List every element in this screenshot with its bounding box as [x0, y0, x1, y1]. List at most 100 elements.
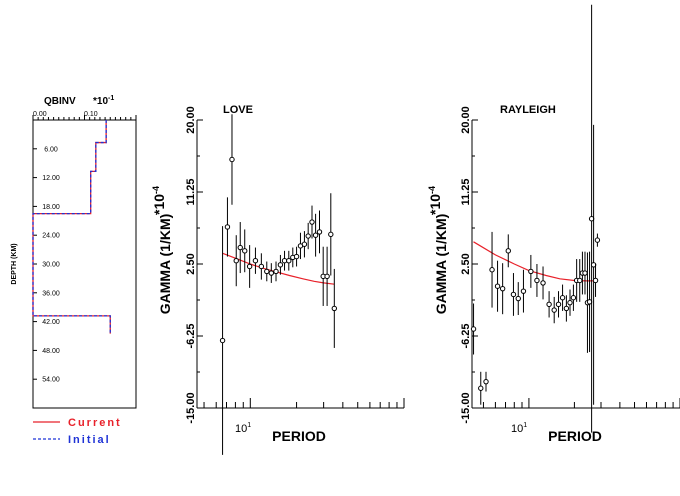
qbinv-ylabel: DEPTH (KM) — [11, 243, 18, 284]
rayleigh-data-point — [510, 291, 517, 298]
love-data-point — [305, 233, 311, 239]
love-xtick-label: 101 — [235, 422, 251, 435]
love-data-point — [224, 224, 231, 230]
qbinv-lines — [32, 120, 111, 334]
rayleigh-axes: -15.00 -6.25 2.50 11.25 20.00 — [460, 106, 680, 424]
love-ylabel: GAMMA (1/KM) — [157, 214, 173, 315]
rayleigh-data-point — [499, 285, 506, 292]
love-model — [222, 252, 335, 285]
rayleigh-data-point — [577, 277, 583, 284]
qbinv-ytick-label: 18.00 — [42, 204, 60, 211]
love-title: LOVE — [223, 104, 253, 116]
love-data-point — [324, 273, 330, 280]
rayleigh-data-point — [546, 301, 552, 308]
qbinv-title: QBINV — [44, 96, 76, 107]
rayleigh-data-point — [483, 378, 489, 385]
legend-initial-label: Initial — [68, 434, 111, 446]
love-data-point — [233, 258, 239, 264]
qbinv-ytick-label: 42.00 — [42, 319, 60, 326]
love-data-point — [242, 248, 248, 254]
rayleigh-data-point — [489, 267, 495, 273]
love-data-point — [277, 262, 284, 268]
love-data-point — [237, 244, 243, 251]
rayleigh-data-point — [515, 295, 521, 302]
qbinv-ytick-label: 36.00 — [42, 290, 60, 297]
rayleigh-ytick-label: -15.00 — [460, 392, 472, 423]
rayleigh-data-point — [563, 305, 570, 312]
rayleigh-data-point — [478, 385, 484, 391]
love-panel: LOVE -15.00 -6.25 2.50 11.25 20.00 GAMMA (1/… — [151, 104, 405, 455]
love-data-point — [293, 253, 300, 260]
rayleigh-xlabel: PERIOD — [548, 428, 602, 444]
rayleigh-data-point — [534, 277, 540, 284]
love-data-point — [229, 156, 235, 163]
qbinv-xtick-1: 0.10 — [84, 111, 98, 118]
rayleigh-data-point — [594, 237, 601, 243]
rayleigh-xtick-label: 101 — [511, 422, 527, 435]
love-data-point — [246, 263, 253, 270]
rayleigh-data-point — [520, 288, 527, 294]
qbinv-xticks — [32, 115, 137, 120]
legend-current-label: Current — [68, 417, 122, 429]
rayleigh-data-point — [540, 280, 546, 286]
love-data-point — [273, 268, 279, 275]
qbinv-ytick-label: 12.00 — [42, 175, 60, 182]
love-ytick-label: 2.50 — [185, 253, 197, 274]
love-data-point — [286, 258, 292, 264]
rayleigh-ytick-label: 20.00 — [460, 106, 472, 134]
rayleigh-data-point — [551, 307, 557, 313]
rayleigh-data-point — [570, 295, 577, 301]
qbinv-ytick-label: 30.00 — [42, 262, 60, 269]
love-data-point — [312, 232, 319, 238]
rayleigh-panel: RAYLEIGH -15.00 -6.25 2.50 11.25 20.00 GAMMA… — [427, 4, 680, 444]
rayleigh-data-point — [494, 283, 501, 289]
qbinv-ytick-label: 48.00 — [42, 348, 60, 355]
rayleigh-title: RAYLEIGH — [500, 104, 556, 116]
love-data-point — [301, 241, 308, 247]
love-axes: -15.00 -6.25 2.50 11.25 20.00 — [185, 106, 405, 424]
rayleigh-data-point — [528, 268, 534, 275]
love-ytick-label: 20.00 — [185, 106, 197, 134]
rayleigh-data-point — [592, 277, 599, 284]
rayleigh-data-point — [582, 270, 588, 276]
qbinv-yticks: 6.00 12.00 18.00 24.00 30.00 36.00 42.00 48.00 5… — [33, 146, 60, 384]
rayleigh-ytick-label: 2.50 — [460, 253, 472, 274]
qbinv-panel: QBINV *10-1 0.00 0.10 6.00 12.00 18.00 24.0… — [11, 95, 137, 409]
qbinv-series-initial — [32, 120, 111, 334]
love-data-point — [316, 229, 323, 235]
rayleigh-ytick-label: 11.25 — [460, 179, 472, 206]
love-data-point — [219, 337, 226, 344]
love-data-point — [328, 231, 334, 238]
qbinv-xtick-0: 0.00 — [33, 111, 47, 118]
love-data-point — [258, 263, 265, 270]
rayleigh-data-point — [470, 326, 477, 332]
love-data-point — [264, 268, 270, 275]
legend: Current Initial — [33, 417, 122, 446]
rayleigh-ymultiplier: *10-4 — [427, 186, 443, 215]
qbinv-ytick-label: 6.00 — [44, 146, 58, 153]
love-model-curve — [222, 252, 335, 285]
love-ymultiplier: *10-4 — [151, 186, 167, 215]
love-ytick-label: -15.00 — [185, 392, 197, 423]
qbinv-multiplier: *10-1 — [93, 95, 114, 107]
love-ytick-label: -6.25 — [185, 323, 197, 348]
rayleigh-data-point — [559, 295, 566, 301]
love-xlabel: PERIOD — [272, 428, 326, 444]
rayleigh-ytick-label: -6.25 — [460, 323, 472, 348]
rayleigh-data-point — [586, 299, 593, 305]
love-ytick-label: 11.25 — [185, 179, 197, 206]
qbinv-ytick-label: 54.00 — [42, 377, 60, 384]
rayleigh-data-point — [555, 301, 562, 308]
love-data-point — [331, 305, 338, 312]
rayleigh-data-point — [505, 248, 511, 254]
love-data-point — [252, 258, 259, 264]
rayleigh-ylabel: GAMMA (1/KM) — [433, 214, 449, 315]
qbinv-ytick-label: 24.00 — [42, 233, 60, 240]
love-data-point — [309, 219, 315, 225]
rayleigh-data-point — [567, 299, 573, 306]
love-data-point — [281, 258, 288, 264]
rayleigh-points — [470, 4, 601, 433]
love-data-point — [268, 270, 275, 276]
love-points — [219, 114, 338, 455]
